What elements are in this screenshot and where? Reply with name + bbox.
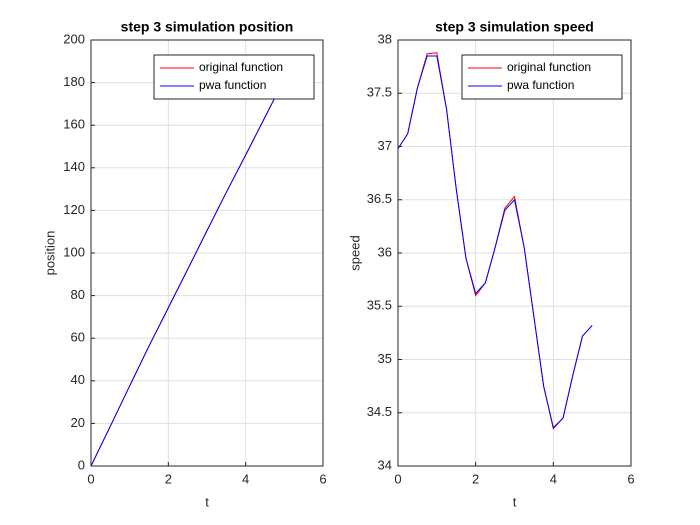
y-tick-label: 35.5 (367, 298, 392, 313)
y-tick-label: 34.5 (367, 404, 392, 419)
axes-box (90, 39, 324, 467)
legend-label: original function (507, 60, 591, 74)
y-tick-label: 36.5 (367, 191, 392, 206)
x-tick-label: 4 (242, 471, 249, 486)
y-tick-label: 35 (378, 351, 392, 366)
x-axis-label: t (513, 494, 517, 509)
y-tick-label: 0 (78, 457, 85, 472)
chart-title: step 3 simulation position (121, 19, 294, 35)
legend-box (461, 54, 623, 100)
x-axis-label: t (205, 494, 209, 509)
legend-label: original function (199, 60, 283, 74)
chart-title: step 3 simulation speed (435, 19, 594, 35)
y-tick-label: 37 (378, 138, 392, 153)
x-tick-label: 0 (394, 471, 401, 486)
y-tick-label: 200 (63, 31, 85, 46)
y-tick-label: 120 (63, 202, 85, 217)
y-tick-label: 100 (63, 244, 85, 259)
series-line (90, 78, 285, 467)
y-tick-label: 34 (378, 457, 392, 472)
y-tick-label: 140 (63, 159, 85, 174)
x-tick-label: 6 (319, 471, 326, 486)
x-tick-label: 2 (165, 471, 172, 486)
y-axis-label: speed (347, 235, 362, 270)
legend-label: pwa function (507, 78, 574, 92)
x-tick-label: 2 (472, 471, 479, 486)
x-tick-label: 4 (550, 471, 557, 486)
legend-box (153, 54, 315, 100)
y-tick-label: 80 (71, 287, 85, 302)
y-tick-label: 38 (378, 31, 392, 46)
series-line (397, 55, 593, 429)
y-tick-label: 40 (71, 372, 85, 387)
y-tick-label: 37.5 (367, 85, 392, 100)
x-tick-label: 0 (87, 471, 94, 486)
y-axis-label: position (42, 231, 57, 276)
y-tick-label: 60 (71, 330, 85, 345)
x-tick-label: 6 (627, 471, 634, 486)
y-tick-label: 36 (378, 244, 392, 259)
y-tick-label: 20 (71, 415, 85, 430)
legend-label: pwa function (199, 78, 266, 92)
y-tick-label: 160 (63, 117, 85, 132)
y-tick-label: 180 (63, 74, 85, 89)
axes-box (397, 39, 632, 467)
